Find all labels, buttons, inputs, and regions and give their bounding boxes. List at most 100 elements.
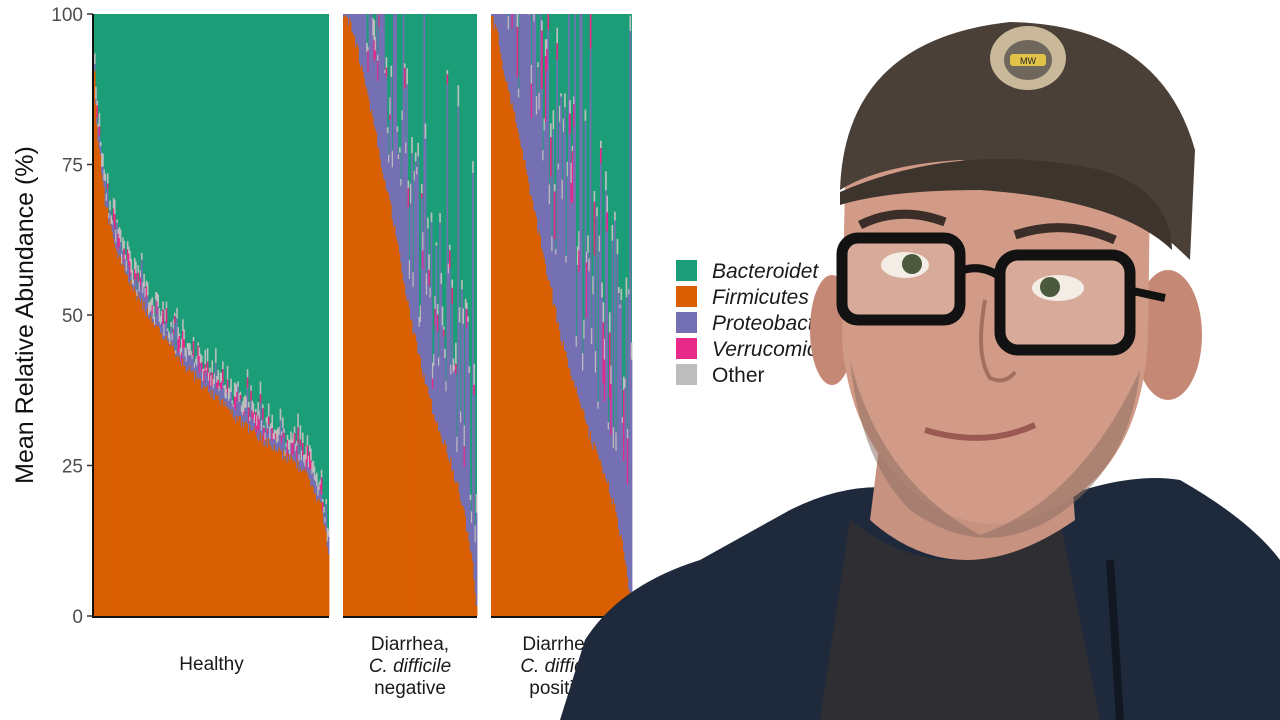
bar-segment-proteobacteria xyxy=(116,222,118,252)
bar-segment-firmicutes xyxy=(203,385,205,616)
bar-segment-proteobacteria xyxy=(417,156,419,354)
bar-segment-firmicutes xyxy=(280,452,283,616)
bar-segment-other xyxy=(307,455,310,468)
bar-segment-proteobacteria xyxy=(578,272,580,399)
bar-segment-other xyxy=(326,527,329,542)
bar-segment-proteobacteria xyxy=(106,189,109,209)
bar-segment-verrucomicrobia xyxy=(623,389,625,462)
bar-segment-firmicutes xyxy=(156,325,158,616)
bar-segment-other xyxy=(576,246,579,266)
bar-segment-firmicutes xyxy=(612,498,615,616)
bar-segment-firmicutes xyxy=(601,466,603,616)
bar-segment-proteobacteria xyxy=(496,14,498,29)
bar-segment-firmicutes xyxy=(146,309,149,616)
bar-segment-proteobacteria xyxy=(320,494,323,503)
bar-segment-other xyxy=(258,410,261,420)
bar-segment-other xyxy=(225,388,228,399)
bar-segment-proteobacteria xyxy=(497,14,500,33)
bar-segment-verrucomicrobia xyxy=(274,433,277,440)
bar-segment-proteobacteria xyxy=(238,401,241,416)
bar-segment-proteobacteria xyxy=(260,430,263,442)
bar-segment-firmicutes xyxy=(211,389,214,616)
bar-segment-other xyxy=(252,403,255,413)
bar-segment-proteobacteria xyxy=(209,388,211,391)
bar-segment-proteobacteria xyxy=(451,303,454,472)
bar-segment-other xyxy=(428,254,430,270)
bar-segment-other xyxy=(266,416,269,429)
bar-segment-verrucomicrobia xyxy=(602,322,605,383)
bar-segment-other xyxy=(411,137,413,154)
bar-segment-other xyxy=(433,354,435,366)
bar-segment-firmicutes xyxy=(305,473,308,616)
bar-segment-other xyxy=(313,466,316,480)
bar-segment-proteobacteria xyxy=(547,29,550,281)
bar-segment-proteobacteria xyxy=(364,14,367,86)
bar-segment-other xyxy=(571,145,574,152)
bar-segment-proteobacteria xyxy=(344,14,346,16)
bar-segment-proteobacteria xyxy=(623,461,625,551)
bar-segment-firmicutes xyxy=(499,53,502,617)
bar-segment-firmicutes xyxy=(310,486,312,616)
bar-segment-firmicutes xyxy=(213,399,216,616)
bar-segment-other xyxy=(562,118,565,132)
bar-segment-firmicutes xyxy=(113,243,116,617)
bar-segment-firmicutes xyxy=(491,15,493,617)
bar-segment-proteobacteria xyxy=(326,541,329,547)
bar-segment-proteobacteria xyxy=(558,122,561,331)
bar-segment-other xyxy=(462,308,464,324)
bar-segment-proteobacteria xyxy=(160,321,163,333)
bar-segment-verrucomicrobia xyxy=(585,262,588,318)
bar-segment-firmicutes xyxy=(533,210,535,616)
bar-segment-firmicutes xyxy=(265,438,268,616)
bar-segment-other xyxy=(151,297,154,306)
bar-segment-proteobacteria xyxy=(444,357,446,440)
bar-segment-proteobacteria xyxy=(621,422,624,540)
bar-segment-firmicutes xyxy=(210,396,212,616)
bar-segment-other xyxy=(434,295,436,309)
bar-segment-other xyxy=(103,169,105,181)
bar-segment-other xyxy=(129,250,131,262)
bar-segment-proteobacteria xyxy=(549,176,552,287)
bar-segment-other xyxy=(162,301,164,310)
bar-segment-other xyxy=(172,319,175,329)
bar-segment-verrucomicrobia xyxy=(610,384,612,436)
bar-segment-proteobacteria xyxy=(313,479,316,494)
facet-label: Diarrhea, xyxy=(522,634,600,655)
bar-segment-other xyxy=(537,62,539,68)
bar-segment-firmicutes xyxy=(560,340,562,616)
bar-segment-other xyxy=(135,261,137,274)
bar-segment-firmicutes xyxy=(264,446,266,616)
bar-segment-verrucomicrobia xyxy=(473,384,475,395)
bar-segment-other xyxy=(132,279,135,285)
bar-segment-other xyxy=(450,364,452,375)
bar-segment-other xyxy=(538,92,541,110)
left-iris xyxy=(902,254,922,274)
bar-segment-other xyxy=(420,184,423,194)
bar-segment-other xyxy=(212,378,215,389)
bar-segment-other xyxy=(564,93,566,108)
bar-segment-firmicutes xyxy=(549,286,552,616)
bar-segment-proteobacteria xyxy=(270,428,272,447)
bar-segment-firmicutes xyxy=(145,316,148,616)
bar-segment-proteobacteria xyxy=(349,14,351,19)
bar-segment-proteobacteria xyxy=(262,419,264,436)
bar-segment-verrucomicrobia xyxy=(516,26,519,78)
bar-segment-other xyxy=(300,450,303,461)
bar-segment-firmicutes xyxy=(400,262,402,616)
bar-segment-firmicutes xyxy=(94,70,96,616)
bar-segment-verrucomicrobia xyxy=(204,363,207,373)
bar-segment-other xyxy=(153,316,156,326)
bar-segment-other xyxy=(291,439,293,443)
bar-segment-firmicutes xyxy=(216,395,218,616)
bar-segment-firmicutes xyxy=(150,315,152,616)
bar-segment-other xyxy=(304,454,306,467)
bar-segment-proteobacteria xyxy=(117,249,120,260)
bar-segment-firmicutes xyxy=(259,432,262,616)
bar-segment-firmicutes xyxy=(502,69,505,616)
bar-segment-firmicutes xyxy=(608,493,611,616)
bar-segment-verrucomicrobia xyxy=(226,379,229,394)
bar-segment-firmicutes xyxy=(283,449,285,616)
bar-segment-proteobacteria xyxy=(562,131,565,341)
bar-segment-proteobacteria xyxy=(231,403,234,410)
bar-segment-other xyxy=(551,236,553,252)
